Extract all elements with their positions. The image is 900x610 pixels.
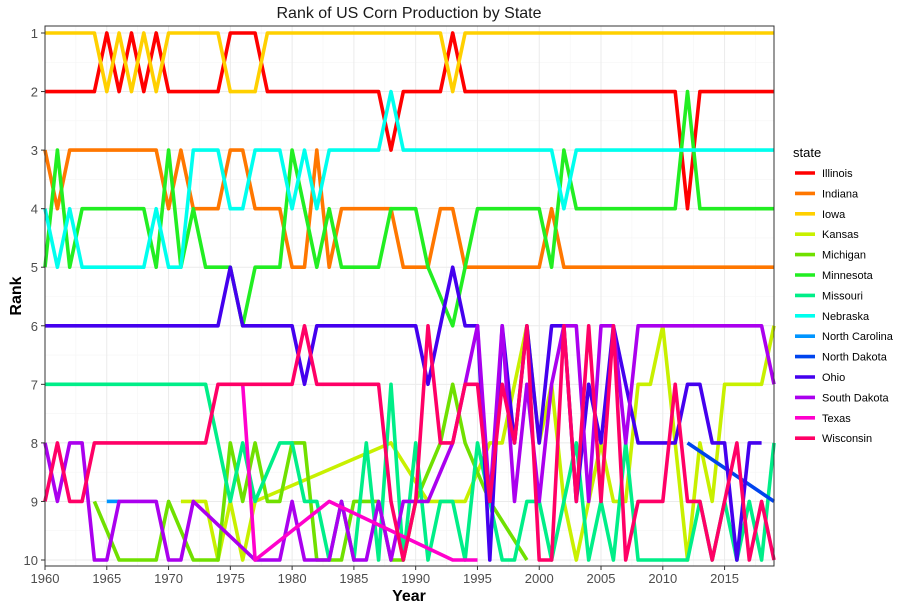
y-tick-label: 6 bbox=[31, 319, 38, 334]
x-tick-label: 2015 bbox=[710, 571, 739, 586]
series-line-missouri bbox=[45, 382, 776, 562]
series-line-ohio bbox=[45, 265, 762, 562]
x-tick-label: 1970 bbox=[154, 571, 183, 586]
legend: state Illinois Indiana Iowa Kansas Michigan M… bbox=[793, 145, 894, 445]
y-tick-label: 4 bbox=[31, 202, 38, 217]
series-line-nebraska bbox=[43, 89, 774, 269]
legend-label-ohio: Ohio bbox=[822, 372, 845, 384]
x-tick-label: 2005 bbox=[587, 571, 616, 586]
series-line-minnesota bbox=[43, 89, 774, 328]
plot-panel-border bbox=[44, 25, 775, 567]
x-tick-label: 1960 bbox=[31, 571, 60, 586]
y-tick-label: 8 bbox=[31, 436, 38, 451]
y-tick-label: 7 bbox=[31, 377, 38, 392]
legend-label-nebraska: Nebraska bbox=[822, 311, 870, 323]
legend-label-north-carolina: North Carolina bbox=[822, 331, 894, 343]
y-tick-label: 5 bbox=[31, 260, 38, 275]
x-tick-label: 1965 bbox=[92, 571, 121, 586]
legend-label-texas: Texas bbox=[822, 413, 851, 425]
series-line-texas bbox=[240, 384, 478, 562]
x-tick-label: 1975 bbox=[216, 571, 245, 586]
series-line-wisconsin bbox=[43, 324, 776, 562]
chart-title: Rank of US Corn Production by State bbox=[276, 5, 541, 22]
y-tick-label: 1 bbox=[31, 26, 38, 41]
x-tick-label: 1985 bbox=[339, 571, 368, 586]
y-tick-label: 10 bbox=[24, 553, 38, 568]
series-lines bbox=[43, 31, 776, 562]
legend-label-iowa: Iowa bbox=[822, 209, 846, 221]
legend-label-missouri: Missouri bbox=[822, 290, 863, 302]
x-tick-label: 2000 bbox=[525, 571, 554, 586]
legend-label-indiana: Indiana bbox=[822, 188, 859, 200]
x-tick-label: 2010 bbox=[648, 571, 677, 586]
x-tick-label: 1990 bbox=[401, 571, 430, 586]
y-tick-label: 3 bbox=[31, 143, 38, 158]
y-axis-title: Rank bbox=[8, 276, 25, 315]
y-axis-ticks: 1 2 3 4 5 6 7 8 9 10 bbox=[24, 26, 45, 568]
series-line-michigan bbox=[92, 382, 529, 562]
x-tick-label: 1995 bbox=[463, 571, 492, 586]
y-tick-label: 9 bbox=[31, 494, 38, 509]
x-axis-ticks: 1960 1965 1970 1975 1980 1985 1990 1995 2000 2005… bbox=[31, 566, 739, 586]
legend-label-minnesota: Minnesota bbox=[822, 270, 874, 282]
y-tick-label: 2 bbox=[31, 85, 38, 100]
legend-label-kansas: Kansas bbox=[822, 229, 859, 241]
legend-label-wisconsin: Wisconsin bbox=[822, 433, 872, 445]
series-line-iowa bbox=[45, 31, 774, 94]
legend-label-michigan: Michigan bbox=[822, 250, 866, 262]
x-axis-title: Year bbox=[392, 588, 426, 605]
legend-title: state bbox=[793, 145, 821, 160]
legend-label-north-dakota: North Dakota bbox=[822, 352, 888, 364]
x-tick-label: 1980 bbox=[278, 571, 307, 586]
legend-label-south-dakota: South Dakota bbox=[822, 392, 890, 404]
legend-label-illinois: Illinois bbox=[822, 168, 853, 180]
